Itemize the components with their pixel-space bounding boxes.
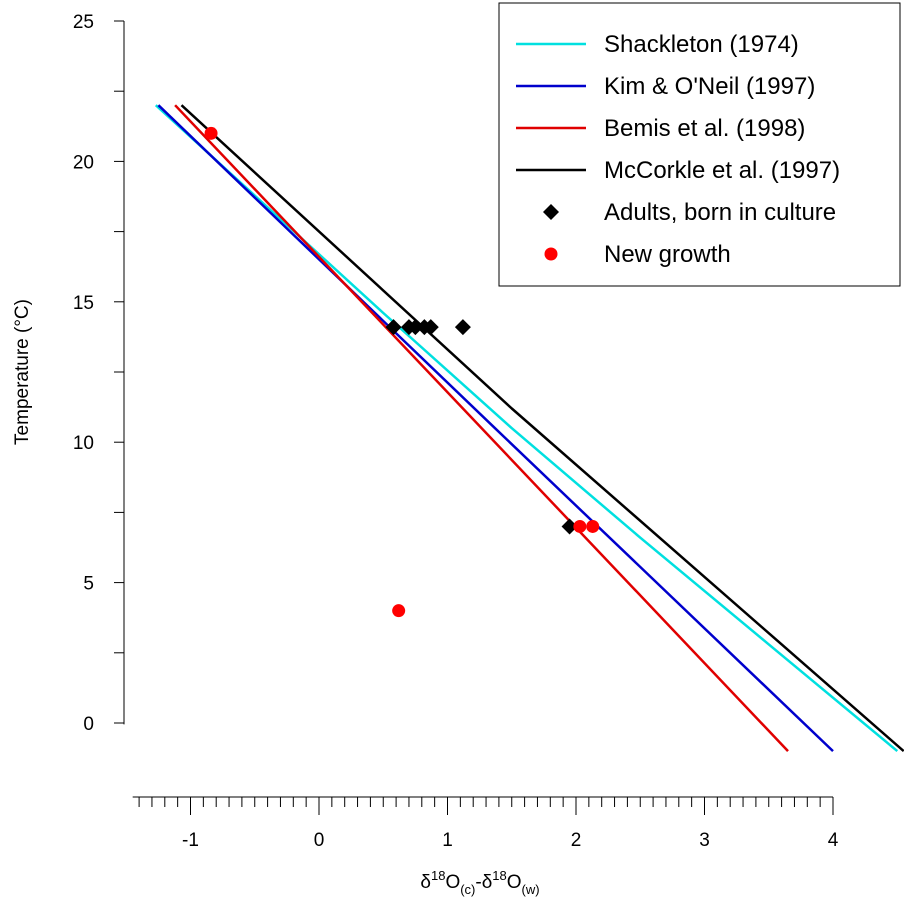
x-title-part: (w) xyxy=(522,882,540,897)
x-tick-label: 1 xyxy=(442,830,453,851)
data-point-diamond xyxy=(422,319,439,336)
y-tick-label: 25 xyxy=(73,12,94,33)
plot-series xyxy=(154,104,904,753)
legend-label: McCorkle et al. (1997) xyxy=(604,157,840,184)
legend-label: New growth xyxy=(604,241,731,268)
data-point-diamond xyxy=(561,518,578,535)
series-line xyxy=(157,104,834,753)
legend-box xyxy=(498,2,901,287)
legend-swatch-circle xyxy=(544,247,558,261)
series-line xyxy=(174,104,789,752)
legend-items: Shackleton (1974) Kim & O'Neil (1997) Bemi… xyxy=(516,31,840,268)
x-title-part: 18 xyxy=(431,868,445,883)
x-tick-label: -1 xyxy=(182,830,199,851)
y-tick-label: 20 xyxy=(73,152,94,173)
x-title-part: -δ xyxy=(475,872,492,893)
y-axis: 0 5 10 15 20 25 xyxy=(73,12,125,735)
y-tick-label: 15 xyxy=(73,293,94,314)
x-axis: -1 0 1 2 3 4 xyxy=(132,796,839,851)
x-title-part: (c) xyxy=(460,882,475,897)
x-title-part: 18 xyxy=(492,868,506,883)
y-tick-label: 5 xyxy=(83,574,94,595)
legend: Shackleton (1974) Kim & O'Neil (1997) Bemi… xyxy=(498,2,901,287)
data-point-circle xyxy=(586,519,600,533)
x-title-part: O xyxy=(445,872,460,893)
legend-label: Bemis et al. (1998) xyxy=(604,115,805,142)
data-point-diamond xyxy=(385,319,402,336)
legend-label: Kim & O'Neil (1997) xyxy=(604,73,815,100)
series-line xyxy=(154,104,899,753)
data-point-circle xyxy=(392,604,406,618)
legend-label: Shackleton (1974) xyxy=(604,31,799,58)
x-tick-label: 2 xyxy=(571,830,582,851)
series-line xyxy=(180,104,904,753)
data-point-diamond xyxy=(454,319,471,336)
x-title-part: δ xyxy=(420,872,431,893)
plot-markers xyxy=(204,126,600,618)
data-point-circle xyxy=(573,519,587,533)
legend-swatch-diamond xyxy=(543,204,559,220)
x-tick-label: 0 xyxy=(314,830,325,851)
legend-label: Adults, born in culture xyxy=(604,199,836,226)
x-axis-title: δ18O(c)-δ18O(w) xyxy=(420,868,539,897)
y-tick-label: 10 xyxy=(73,433,94,454)
data-point-circle xyxy=(204,126,218,140)
x-tick-label: 3 xyxy=(699,830,710,851)
y-axis-title: Temperature (°C) xyxy=(12,299,33,445)
x-title-part: O xyxy=(507,872,522,893)
x-tick-label: 4 xyxy=(828,830,839,851)
data-point-diamond xyxy=(407,319,424,336)
y-tick-label: 0 xyxy=(83,714,94,735)
